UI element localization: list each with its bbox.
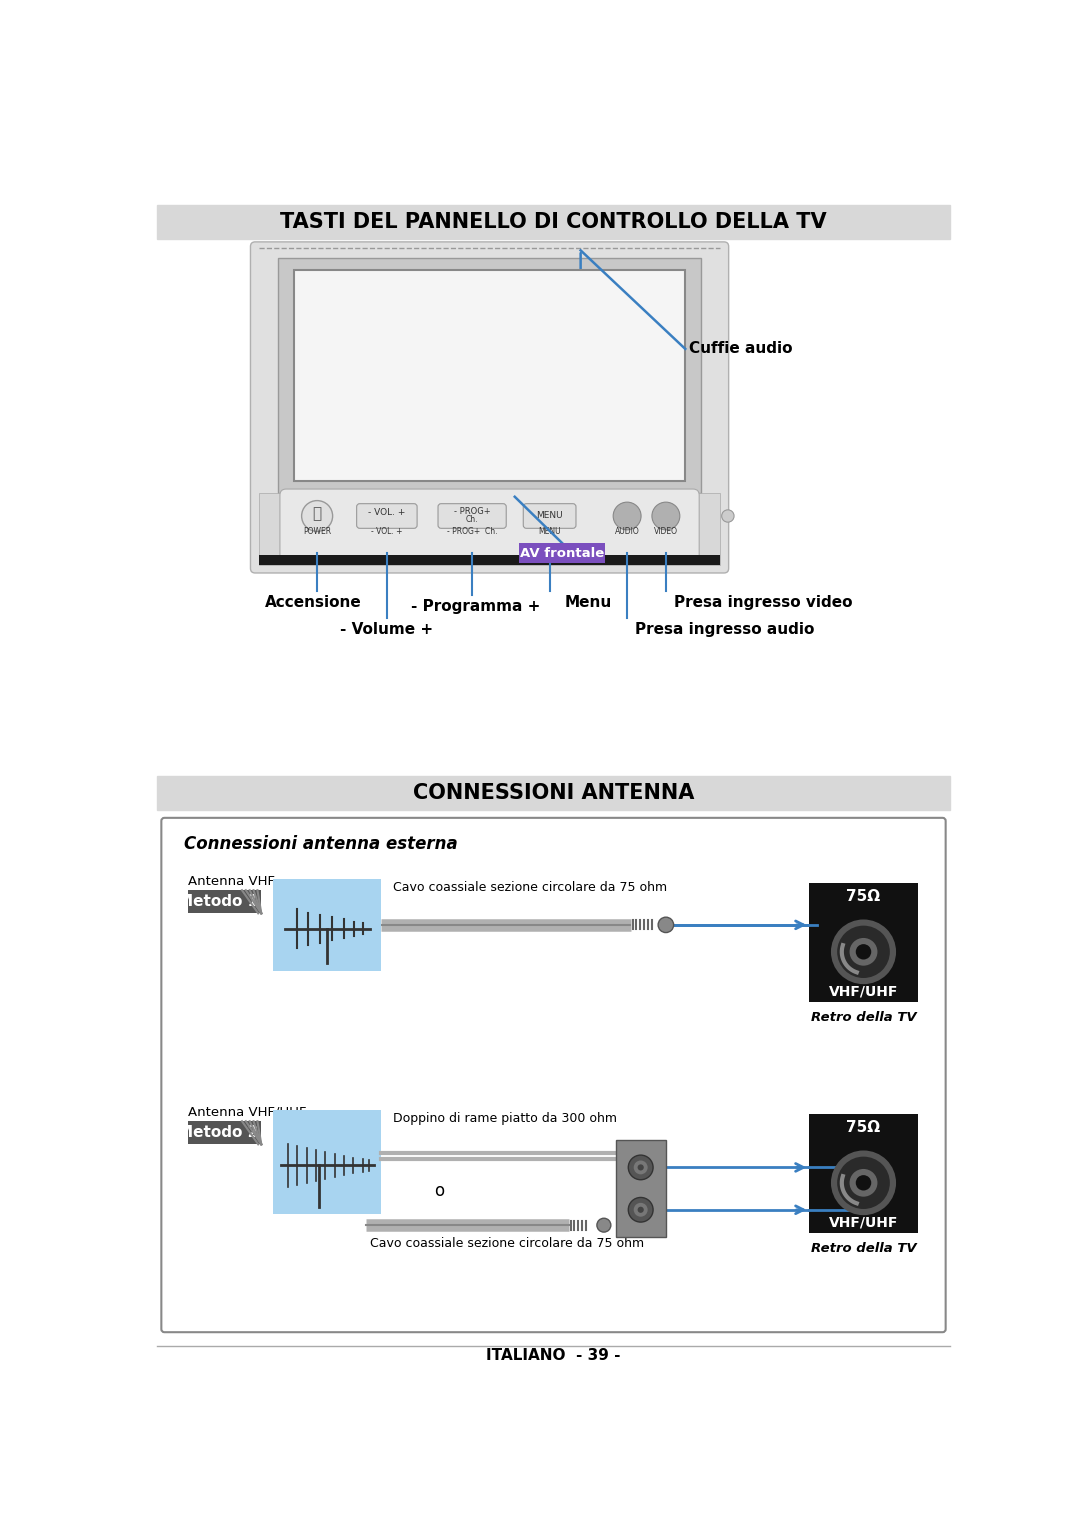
Text: Metodo 1: Metodo 1 bbox=[178, 894, 258, 909]
Circle shape bbox=[301, 501, 333, 532]
Text: Antenna VHF: Antenna VHF bbox=[188, 876, 274, 888]
Text: TASTI DEL PANNELLO DI CONTROLLO DELLA TV: TASTI DEL PANNELLO DI CONTROLLO DELLA TV bbox=[280, 212, 827, 232]
FancyBboxPatch shape bbox=[356, 504, 417, 529]
Text: - Programma +: - Programma + bbox=[411, 599, 541, 614]
Bar bbox=[157, 205, 950, 238]
Text: - PROG+  Ch.: - PROG+ Ch. bbox=[447, 527, 498, 536]
Bar bbox=[273, 879, 381, 972]
Text: Retro della TV: Retro della TV bbox=[811, 1012, 916, 1024]
Circle shape bbox=[637, 1164, 644, 1170]
Text: Cavo coassiale sezione circolare da 75 ohm: Cavo coassiale sezione circolare da 75 o… bbox=[393, 882, 667, 894]
FancyBboxPatch shape bbox=[251, 241, 729, 573]
Text: o: o bbox=[434, 1181, 445, 1199]
Text: Connessioni antenna esterna: Connessioni antenna esterna bbox=[184, 834, 458, 853]
Text: POWER: POWER bbox=[303, 527, 332, 536]
Bar bbox=[188, 891, 261, 914]
Text: Cuffie audio: Cuffie audio bbox=[689, 341, 793, 356]
Text: Ch.: Ch. bbox=[465, 515, 478, 524]
Circle shape bbox=[837, 1157, 890, 1209]
Text: MENU: MENU bbox=[537, 510, 563, 520]
Text: - VOL. +: - VOL. + bbox=[368, 509, 406, 518]
Text: MENU: MENU bbox=[538, 527, 561, 536]
Text: VHF/UHF: VHF/UHF bbox=[828, 1215, 899, 1229]
Bar bbox=[188, 1122, 261, 1144]
Circle shape bbox=[629, 1198, 653, 1222]
FancyBboxPatch shape bbox=[524, 504, 576, 529]
Circle shape bbox=[831, 920, 896, 984]
Circle shape bbox=[831, 1151, 896, 1215]
Text: VIDEO: VIDEO bbox=[653, 527, 678, 536]
Text: Doppino di rame piatto da 300 ohm: Doppino di rame piatto da 300 ohm bbox=[393, 1112, 617, 1125]
Circle shape bbox=[629, 1155, 653, 1180]
Circle shape bbox=[613, 503, 642, 530]
Text: ⓟ: ⓟ bbox=[312, 506, 322, 521]
FancyBboxPatch shape bbox=[280, 489, 699, 562]
Circle shape bbox=[658, 917, 674, 932]
Bar bbox=[157, 776, 950, 810]
Text: Cavo coassiale sezione circolare da 75 ohm: Cavo coassiale sezione circolare da 75 o… bbox=[369, 1236, 644, 1250]
Bar bbox=[809, 1114, 918, 1233]
Circle shape bbox=[634, 1160, 648, 1175]
Text: Metodo 2: Metodo 2 bbox=[178, 1125, 258, 1140]
Text: - PROG+: - PROG+ bbox=[454, 507, 490, 516]
Bar bbox=[273, 1109, 381, 1213]
Circle shape bbox=[637, 1207, 644, 1213]
Text: 75Ω: 75Ω bbox=[847, 1120, 880, 1135]
Circle shape bbox=[850, 1169, 877, 1196]
Text: AUDIO: AUDIO bbox=[615, 527, 639, 536]
Text: Accensione: Accensione bbox=[265, 596, 362, 610]
Circle shape bbox=[597, 1218, 611, 1232]
Circle shape bbox=[652, 503, 679, 530]
Bar bbox=[616, 1140, 666, 1236]
Text: - Volume +: - Volume + bbox=[340, 622, 433, 637]
Circle shape bbox=[850, 938, 877, 966]
Bar bbox=[518, 542, 606, 562]
Text: Presa ingresso audio: Presa ingresso audio bbox=[635, 622, 814, 637]
Text: CONNESSIONI ANTENNA: CONNESSIONI ANTENNA bbox=[413, 784, 694, 804]
Circle shape bbox=[855, 1175, 872, 1190]
Bar bbox=[259, 555, 720, 564]
Circle shape bbox=[634, 1203, 648, 1216]
Bar bbox=[279, 258, 701, 494]
Circle shape bbox=[721, 510, 734, 523]
Bar bbox=[294, 269, 685, 481]
Text: Presa ingresso video: Presa ingresso video bbox=[674, 596, 852, 610]
Text: AV frontale: AV frontale bbox=[519, 547, 604, 561]
Text: ITALIANO  - 39 -: ITALIANO - 39 - bbox=[486, 1348, 621, 1363]
FancyBboxPatch shape bbox=[438, 504, 507, 529]
Text: Retro della TV: Retro della TV bbox=[811, 1242, 916, 1254]
Text: VHF/UHF: VHF/UHF bbox=[828, 984, 899, 998]
Circle shape bbox=[855, 944, 872, 960]
Circle shape bbox=[837, 926, 890, 978]
Bar bbox=[809, 883, 918, 1002]
Text: Menu: Menu bbox=[565, 596, 612, 610]
Text: 75Ω: 75Ω bbox=[847, 889, 880, 905]
Text: - VOL. +: - VOL. + bbox=[372, 527, 403, 536]
Text: Antenna VHF/UHF: Antenna VHF/UHF bbox=[188, 1106, 307, 1118]
Bar bbox=[259, 494, 720, 564]
